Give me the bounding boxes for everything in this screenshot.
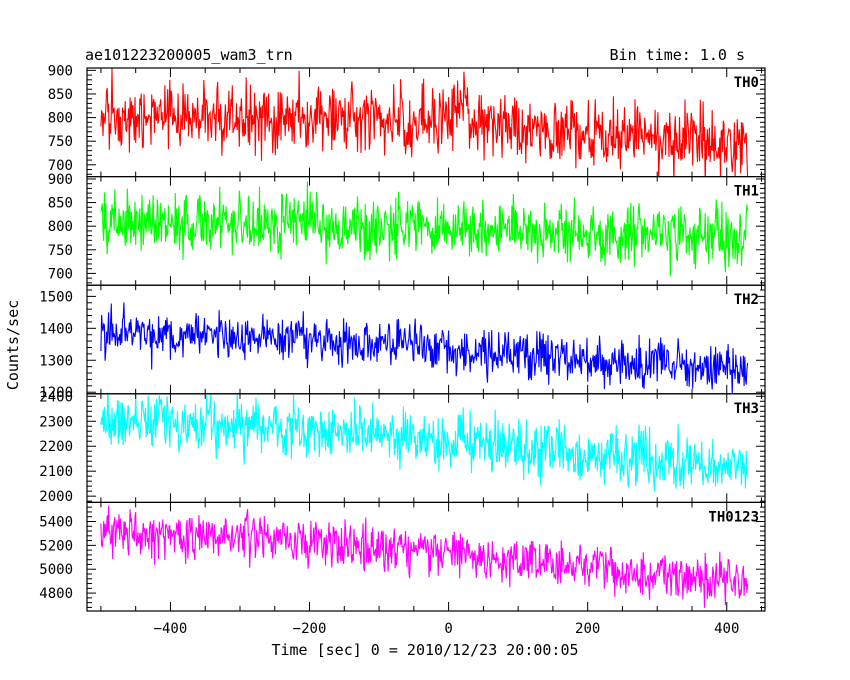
series-th1 xyxy=(100,181,749,277)
y-tick-label: 700 xyxy=(48,158,73,174)
y-tick-label: 850 xyxy=(48,196,73,212)
y-tick-label: 750 xyxy=(48,243,73,259)
panel-frame xyxy=(86,501,766,612)
y-tick-label: 4800 xyxy=(39,586,73,602)
y-axis-label: Counts/sec xyxy=(4,300,22,390)
y-tick-label: 900 xyxy=(48,63,73,79)
panel-th1: 700 750 800 850 900 TH1 xyxy=(48,172,766,286)
y-tick-label: 1200 xyxy=(39,385,73,401)
series-th2 xyxy=(100,302,749,394)
x-tick-label: 200 xyxy=(575,621,600,637)
x-tick-label: −400 xyxy=(154,621,188,637)
x-tick-label: 0 xyxy=(444,621,452,637)
y-tick-label: 2300 xyxy=(39,414,73,430)
series-th0123 xyxy=(100,505,749,608)
y-tick-label: 800 xyxy=(48,219,73,235)
y-tick-label: 5000 xyxy=(39,562,73,578)
panel-label: TH3 xyxy=(734,401,759,417)
y-tick-label: 5400 xyxy=(39,514,73,530)
series-th3 xyxy=(100,393,749,492)
y-tick-label: 1500 xyxy=(39,289,73,305)
panel-frame xyxy=(86,284,766,395)
y-tick-label: 800 xyxy=(48,111,73,127)
panel-th3: 2000 2100 2200 2300 2400 TH3 xyxy=(39,389,766,505)
x-tick-label: 400 xyxy=(714,621,739,637)
y-tick-label: 850 xyxy=(48,87,73,103)
y-tick-label: 2100 xyxy=(39,464,73,480)
bin-time-label: Bin time: 1.0 s xyxy=(610,46,745,64)
panels-group: 700 750 800 850 900 TH0 700 750 800 850 900 TH1 1200… xyxy=(39,63,766,637)
series-th0 xyxy=(100,68,749,177)
y-tick-label: 2400 xyxy=(39,389,73,405)
y-tick-label: 750 xyxy=(48,134,73,150)
chart-title: ae101223200005_wam3_trn xyxy=(85,46,293,64)
y-tick-label: 700 xyxy=(48,266,73,282)
panel-th0: 700 750 800 850 900 TH0 xyxy=(48,63,766,178)
panel-label: TH1 xyxy=(734,184,759,200)
y-tick-label: 2000 xyxy=(39,489,73,505)
panel-label: TH0 xyxy=(734,75,759,91)
x-axis-label: Time [sec] 0 = 2010/12/23 20:00:05 xyxy=(271,641,578,659)
panel-label: TH0123 xyxy=(708,509,759,525)
y-tick-label: 900 xyxy=(48,172,73,188)
y-tick-label: 5200 xyxy=(39,538,73,554)
y-tick-label: 2200 xyxy=(39,439,73,455)
panel-label: TH2 xyxy=(734,292,759,308)
panel-th2: 1200 1300 1400 1500 TH2 xyxy=(39,284,766,401)
x-tick-label: −200 xyxy=(293,621,327,637)
panel-th0123: 4800 5000 5200 5400 TH0123 −400 −200 0 200 400 xyxy=(39,501,766,637)
y-tick-label: 1300 xyxy=(39,353,73,369)
y-tick-label: 1400 xyxy=(39,321,73,337)
